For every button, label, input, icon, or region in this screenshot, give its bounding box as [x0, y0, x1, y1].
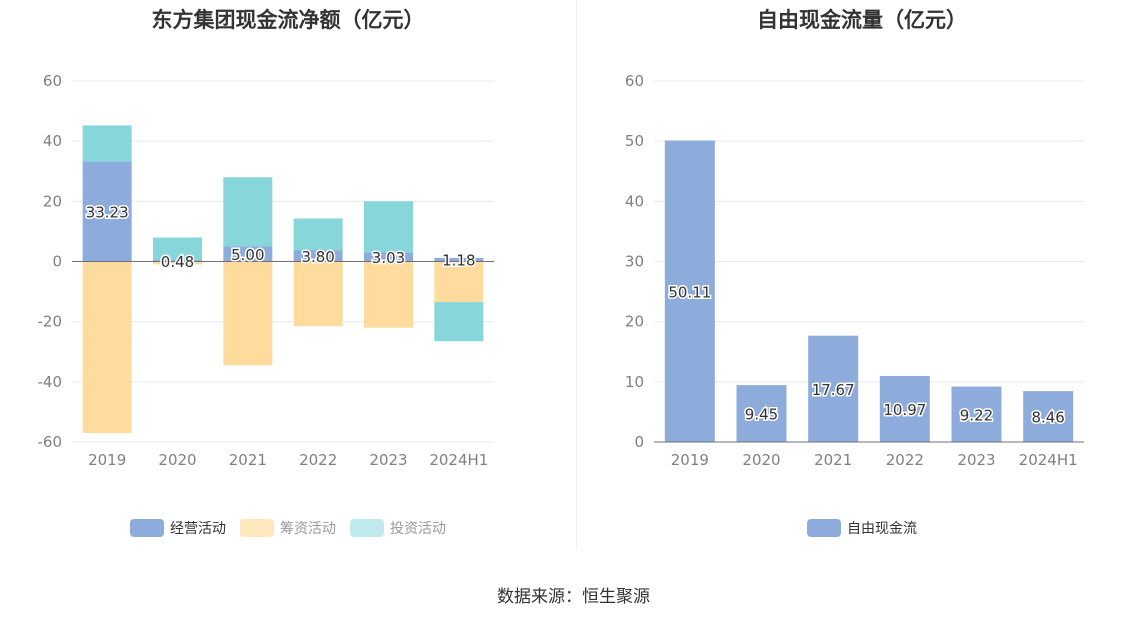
- data-label: 33.23: [86, 204, 129, 222]
- legend-label: 自由现金流: [847, 521, 917, 537]
- bar: [153, 237, 202, 261]
- panel-divider: [576, 0, 577, 550]
- legend-swatch: [130, 519, 164, 537]
- legend-label: 经营活动: [170, 521, 226, 537]
- y-tick-label: 20: [43, 192, 62, 210]
- legend-item-operating[interactable]: 经营活动: [130, 518, 226, 538]
- bar: [434, 261, 484, 303]
- chart-title: 东方集团现金流净额（亿元）: [151, 8, 425, 32]
- data-label: 0.48: [161, 253, 194, 271]
- bar: [293, 250, 343, 262]
- y-tick-label: 0: [52, 253, 62, 271]
- bar: [808, 335, 859, 442]
- x-tick-label: 2020: [742, 451, 780, 469]
- x-tick-label: 2020: [158, 451, 196, 469]
- legend-item-free-cash-flow[interactable]: 自由现金流: [807, 518, 917, 538]
- legend: 自由现金流: [577, 518, 1147, 538]
- bar: [1023, 391, 1074, 442]
- bar: [293, 218, 343, 251]
- data-label: 50.11: [668, 283, 711, 301]
- legend-label: 投资活动: [390, 521, 446, 537]
- y-tick-label: 10: [625, 373, 644, 391]
- y-tick-label: -40: [38, 373, 63, 391]
- y-tick-label: 40: [625, 192, 644, 210]
- data-label: 17.67: [812, 381, 855, 399]
- y-tick-label: 30: [625, 253, 644, 271]
- bar: [364, 252, 413, 262]
- bar: [293, 261, 343, 327]
- x-tick-label: 2019: [671, 451, 709, 469]
- legend-item-financing[interactable]: 筹资活动: [240, 518, 336, 538]
- bar: [223, 177, 273, 247]
- bar: [153, 260, 202, 262]
- legend: 经营活动 筹资活动 投资活动: [0, 518, 576, 538]
- data-label: 8.46: [1031, 409, 1064, 427]
- legend-swatch: [350, 519, 384, 537]
- bar: [82, 261, 132, 433]
- legend-label: 筹资活动: [280, 521, 336, 537]
- bar: [153, 261, 202, 265]
- y-tick-label: 40: [43, 132, 62, 150]
- data-label: 5.00: [231, 246, 264, 264]
- cash-flow-chart-panel: 东方集团现金流净额（亿元） 60 40 20 0 -20 -40 -60 2019 2020 20…: [0, 0, 576, 550]
- y-tick-label: 60: [43, 72, 62, 90]
- bar: [364, 261, 413, 328]
- y-tick-label: 60: [625, 72, 644, 90]
- x-tick-label: 2023: [957, 451, 995, 469]
- data-label: 3.03: [372, 249, 405, 267]
- x-tick-label: 2019: [88, 451, 126, 469]
- bar: [223, 261, 273, 366]
- bar: [736, 385, 787, 442]
- bar: [364, 201, 413, 253]
- bar: [434, 302, 484, 342]
- legend-swatch: [240, 519, 274, 537]
- legend-swatch: [807, 519, 841, 537]
- data-source: 数据来源：恒生聚源: [497, 587, 650, 607]
- data-label: 1.18: [442, 252, 475, 270]
- data-label: 9.22: [960, 406, 993, 424]
- data-label: 10.97: [883, 401, 926, 419]
- x-tick-label: 2021: [229, 451, 267, 469]
- y-tick-label: 50: [625, 132, 644, 150]
- x-tick-label: 2024H1: [1019, 451, 1078, 469]
- x-tick-label: 2022: [886, 451, 924, 469]
- data-label: 3.80: [301, 248, 334, 266]
- y-tick-label: 20: [625, 313, 644, 331]
- x-tick-label: 2021: [814, 451, 852, 469]
- x-tick-label: 2022: [299, 451, 337, 469]
- free-cash-flow-chart-panel: 自由现金流量（亿元） 60 50 40 30 20 10 0 2019 2020 2021 2022…: [577, 0, 1147, 550]
- y-tick-label: 0: [634, 433, 644, 451]
- bar: [664, 140, 715, 443]
- cash-flow-chart-svg: 60 40 20 0 -20 -40 -60 2019 2020 2021 2022 2023 2024…: [38, 72, 494, 469]
- x-tick-label: 2024H1: [429, 451, 488, 469]
- bar: [223, 246, 273, 262]
- legend-item-investing[interactable]: 投资活动: [350, 518, 446, 538]
- chart-title: 自由现金流量（亿元）: [757, 8, 967, 32]
- free-cash-flow-chart-svg: 60 50 40 30 20 10 0 2019 2020 2021 2022 2023 2024H1 5…: [625, 72, 1084, 469]
- data-label: 9.45: [745, 406, 778, 424]
- bar: [82, 125, 132, 162]
- bar: [951, 386, 1002, 442]
- bar: [82, 161, 132, 262]
- bar: [434, 257, 484, 262]
- bar: [879, 375, 930, 442]
- x-tick-label: 2023: [369, 451, 407, 469]
- y-tick-label: -60: [38, 433, 63, 451]
- y-tick-label: -20: [38, 313, 63, 331]
